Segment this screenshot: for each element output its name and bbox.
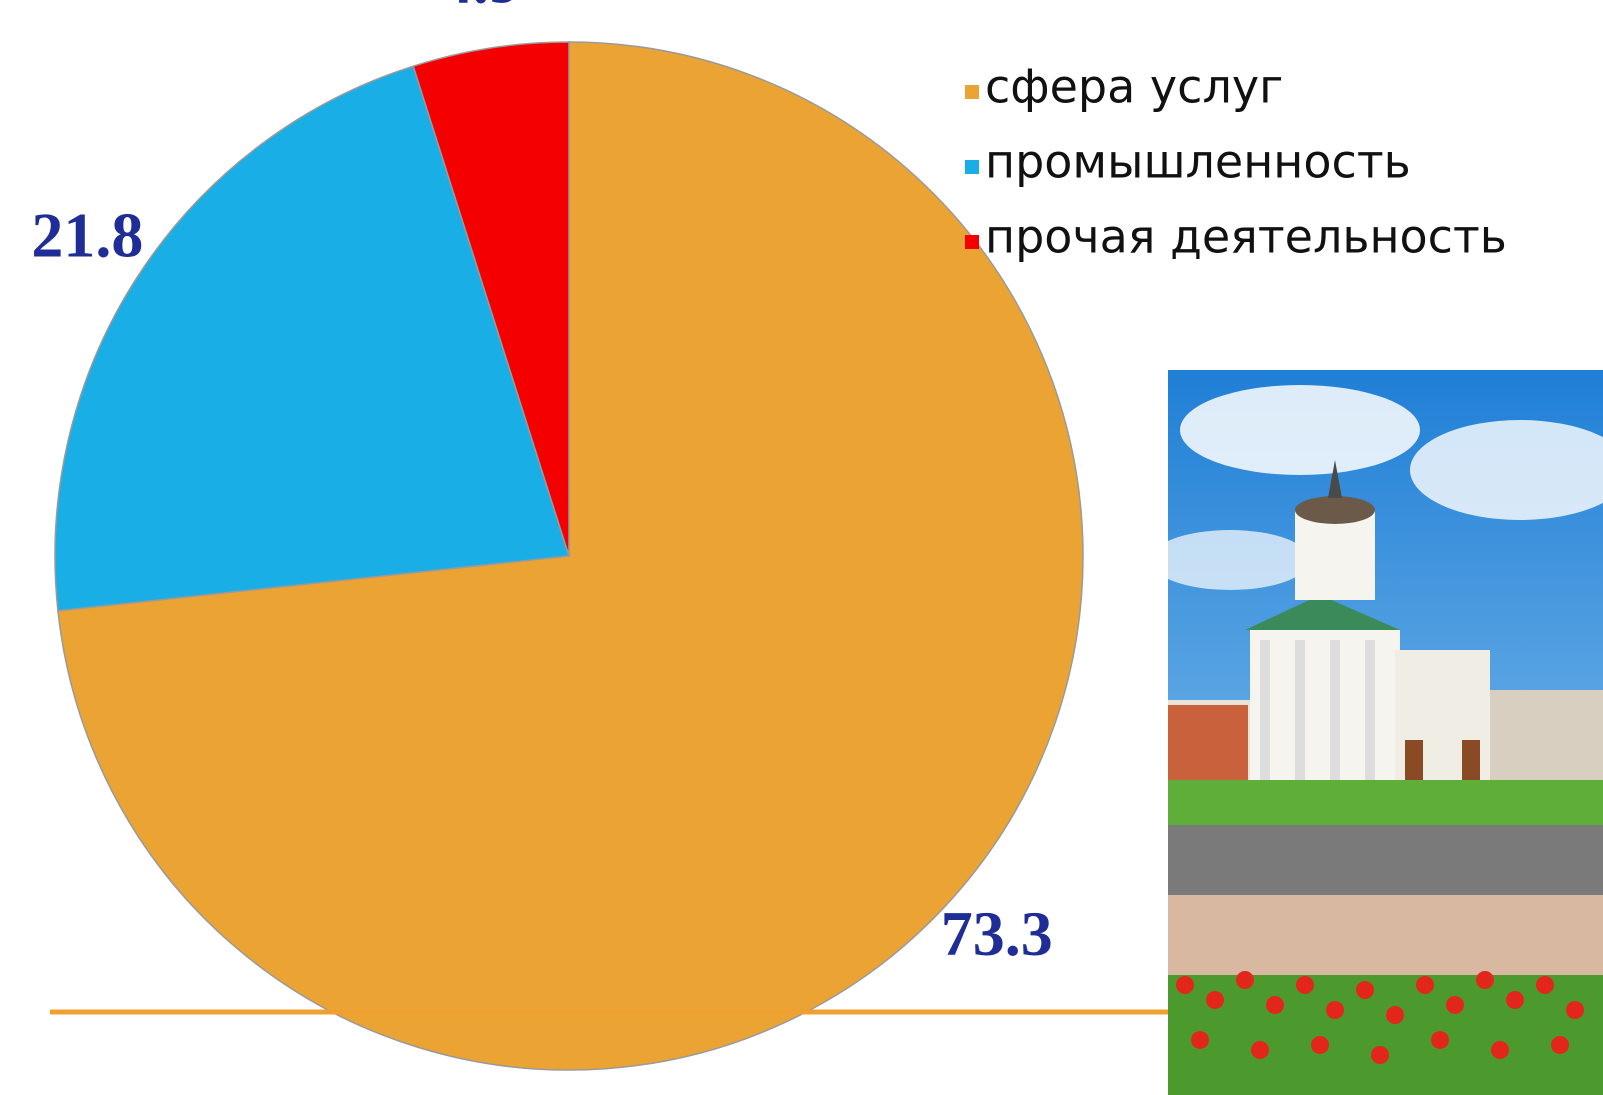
chart: 73.3 21.8 4.9 сфера услуг промышленность проч… [0, 0, 1603, 1095]
legend-swatch [965, 160, 979, 174]
legend-label: сфера услуг [985, 60, 1283, 114]
page: 73.3 21.8 4.9 сфера услуг промышленность проч… [0, 0, 1603, 1095]
photo [1150, 370, 1603, 1095]
data-label: 21.8 [31, 200, 143, 271]
legend-swatch [965, 85, 979, 99]
pie [55, 42, 1083, 1070]
legend-label: промышленность [985, 135, 1411, 189]
data-label: 4.9 [441, 0, 521, 16]
legend-swatch [965, 235, 979, 249]
data-label: 73.3 [941, 898, 1053, 969]
legend-label: прочая деятельность [985, 210, 1507, 264]
